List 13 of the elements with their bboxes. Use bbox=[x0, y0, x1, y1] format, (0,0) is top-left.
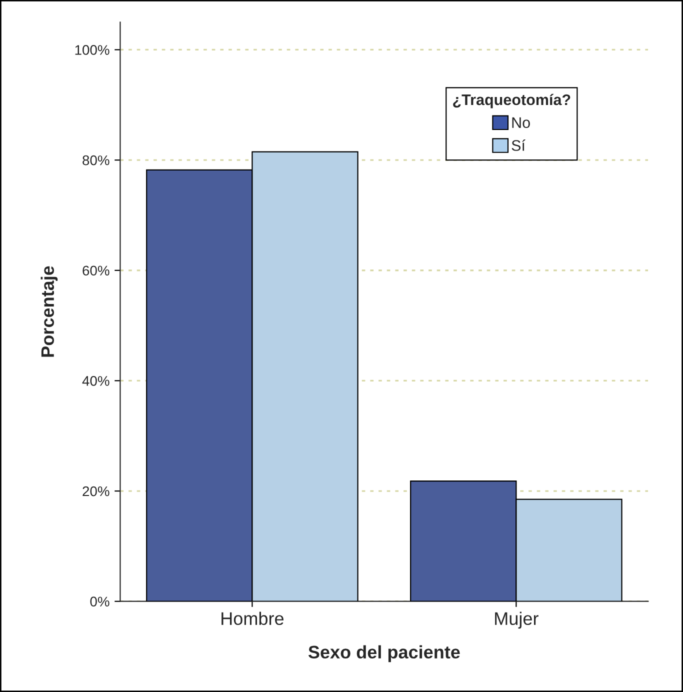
x-tick-label: Mujer bbox=[495, 612, 538, 629]
legend-label: Sí bbox=[512, 140, 526, 151]
y-axis-title: Porcentaje bbox=[40, 266, 58, 357]
x-tick-label: Hombre bbox=[222, 612, 284, 626]
legend-label: No bbox=[512, 117, 530, 128]
y-tick-label: 40% bbox=[82, 376, 110, 386]
y-tick-label: 60% bbox=[82, 266, 110, 276]
y-tick-label: 0% bbox=[90, 596, 110, 607]
legend-title: ¿Traqueotomía? bbox=[453, 94, 570, 108]
y-tick-label: 100% bbox=[75, 45, 110, 55]
x-axis-title: Sexo del paciente bbox=[308, 645, 460, 662]
y-tick-label: 20% bbox=[82, 486, 110, 496]
y-tick-label: 80% bbox=[82, 155, 110, 166]
